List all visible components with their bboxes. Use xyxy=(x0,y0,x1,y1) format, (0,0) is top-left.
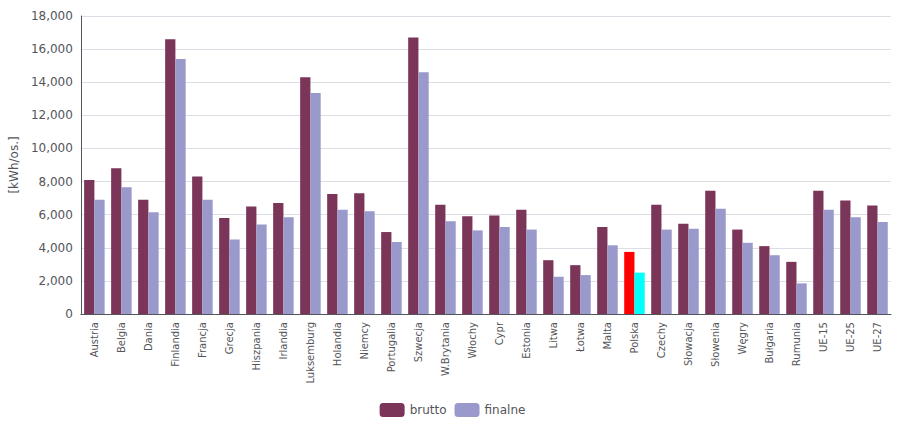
svg-text:6,000: 6,000 xyxy=(39,208,73,222)
svg-text:UE-15: UE-15 xyxy=(818,322,829,352)
svg-text:Belgia: Belgia xyxy=(116,322,127,353)
svg-text:Francja: Francja xyxy=(197,322,208,358)
svg-text:finalne: finalne xyxy=(485,403,526,417)
svg-text:Litwa: Litwa xyxy=(548,322,559,349)
svg-text:Portugalia: Portugalia xyxy=(386,322,397,372)
svg-text:W.Brytania: W.Brytania xyxy=(440,322,451,376)
svg-text:Węgry: Węgry xyxy=(737,322,748,354)
svg-text:Włochy: Włochy xyxy=(467,322,478,359)
svg-text:Irlandia: Irlandia xyxy=(278,322,289,360)
svg-text:[kWh/os.]: [kWh/os.] xyxy=(7,136,21,193)
svg-text:Hiszpania: Hiszpania xyxy=(251,322,262,370)
svg-text:10,000: 10,000 xyxy=(31,141,73,155)
svg-text:8,000: 8,000 xyxy=(39,175,73,189)
svg-text:Polska: Polska xyxy=(629,322,640,354)
svg-text:Malta: Malta xyxy=(602,322,613,350)
svg-text:4,000: 4,000 xyxy=(39,241,73,255)
svg-text:Rumunia: Rumunia xyxy=(791,322,802,366)
svg-text:Szwecja: Szwecja xyxy=(413,322,424,362)
svg-text:Słowenia: Słowenia xyxy=(710,322,721,367)
svg-text:Dania: Dania xyxy=(143,322,154,351)
svg-text:Grecja: Grecja xyxy=(224,322,235,354)
svg-text:Łotwa: Łotwa xyxy=(575,322,586,353)
svg-text:UE-25: UE-25 xyxy=(845,322,856,352)
svg-text:Finlandia: Finlandia xyxy=(170,322,181,367)
svg-text:Austria: Austria xyxy=(89,322,100,357)
svg-text:12,000: 12,000 xyxy=(31,108,73,122)
svg-text:UE-27: UE-27 xyxy=(872,322,883,352)
svg-text:Holandia: Holandia xyxy=(332,322,343,366)
svg-text:Cypr: Cypr xyxy=(494,321,505,345)
svg-text:Czechy: Czechy xyxy=(656,322,667,358)
svg-text:16,000: 16,000 xyxy=(31,42,73,56)
svg-text:Luksemburg: Luksemburg xyxy=(305,322,316,384)
svg-text:Niemcy: Niemcy xyxy=(359,322,370,360)
svg-text:Estonia: Estonia xyxy=(521,322,532,359)
svg-text:18,000: 18,000 xyxy=(31,9,73,23)
svg-text:Słowacja: Słowacja xyxy=(683,322,694,366)
svg-text:2,000: 2,000 xyxy=(39,274,73,288)
svg-text:brutto: brutto xyxy=(410,403,447,417)
svg-text:14,000: 14,000 xyxy=(31,75,73,89)
svg-text:Bułgaria: Bułgaria xyxy=(764,322,775,364)
svg-text:0: 0 xyxy=(65,307,73,321)
